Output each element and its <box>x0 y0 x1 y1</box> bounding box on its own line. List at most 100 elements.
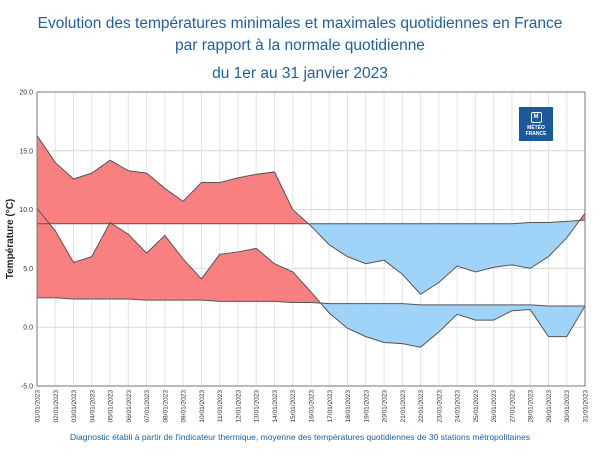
x-tick-label: 13/01/2023 <box>254 390 261 423</box>
data-point <box>292 271 294 273</box>
data-point <box>347 328 349 330</box>
max-fill-segment <box>511 222 531 269</box>
data-point <box>475 304 477 306</box>
data-point <box>219 182 221 184</box>
x-tick-label: 24/01/2023 <box>455 390 462 423</box>
max-fill-segment <box>456 223 476 273</box>
data-point <box>164 223 166 225</box>
data-point <box>91 172 93 174</box>
data-point <box>310 302 312 304</box>
data-point <box>475 271 477 273</box>
x-tick-label: 07/01/2023 <box>144 390 151 423</box>
data-point <box>548 256 550 258</box>
x-tick-label: 05/01/2023 <box>108 390 115 423</box>
data-point <box>182 258 184 260</box>
data-point <box>109 222 111 224</box>
data-point <box>292 223 294 225</box>
data-point <box>365 336 367 338</box>
data-point <box>383 223 385 225</box>
x-tick-label: 15/01/2023 <box>290 390 297 423</box>
data-point <box>164 188 166 190</box>
data-point <box>365 303 367 305</box>
data-point <box>511 310 513 312</box>
data-point <box>347 223 349 225</box>
data-point <box>54 230 56 232</box>
x-tick-label: 10/01/2023 <box>199 390 206 423</box>
data-point <box>128 233 130 235</box>
data-point <box>548 222 550 224</box>
data-point <box>493 304 495 306</box>
data-point <box>420 223 422 225</box>
x-tick-label: 04/01/2023 <box>89 390 96 423</box>
data-point <box>146 172 148 174</box>
data-point <box>383 342 385 344</box>
data-point <box>182 299 184 301</box>
data-point <box>128 170 130 172</box>
min-fill-segment <box>548 305 568 337</box>
x-tick-label: 25/01/2023 <box>473 390 480 423</box>
y-tick-label: 10.0 <box>19 207 33 214</box>
data-point <box>420 304 422 306</box>
data-point <box>73 262 75 264</box>
data-point <box>310 291 312 293</box>
data-point <box>529 268 531 270</box>
data-point <box>493 223 495 225</box>
min-fill-segment <box>237 248 257 302</box>
data-point <box>274 171 276 173</box>
series-line-4 <box>37 297 585 307</box>
x-tick-label: 23/01/2023 <box>436 390 443 423</box>
data-point <box>73 298 75 300</box>
plot-frame <box>36 91 586 387</box>
data-point <box>365 263 367 265</box>
x-tick-label: 03/01/2023 <box>71 390 78 423</box>
x-tick-label: 09/01/2023 <box>181 390 188 423</box>
series-line-1 <box>36 135 586 295</box>
data-point <box>383 303 385 305</box>
data-point <box>365 223 367 225</box>
data-point <box>493 266 495 268</box>
x-tick-label: 22/01/2023 <box>418 390 425 423</box>
min-fill-segment <box>365 303 385 343</box>
max-fill-segment <box>475 223 494 273</box>
max-fill-segment <box>128 170 147 225</box>
data-point <box>402 223 404 225</box>
data-point <box>54 162 56 164</box>
data-point <box>347 303 349 305</box>
data-point <box>529 304 531 306</box>
max-fill-segment <box>493 223 513 268</box>
data-point <box>255 248 257 250</box>
data-point <box>438 331 440 333</box>
data-point <box>274 301 276 303</box>
data-point <box>54 297 56 299</box>
data-point <box>237 177 239 179</box>
data-point <box>328 244 330 246</box>
data-point <box>73 223 75 225</box>
y-axis-label: Température (°C) <box>5 199 16 280</box>
x-tick-label: 31/01/2023 <box>583 390 590 423</box>
data-point <box>91 298 93 300</box>
data-point <box>164 235 166 237</box>
data-point <box>456 313 458 315</box>
min-fill-segment <box>475 304 494 321</box>
max-fill-segment <box>219 177 239 225</box>
x-tick-label: 11/01/2023 <box>217 390 224 422</box>
max-fill-segment <box>73 172 93 225</box>
data-point <box>274 263 276 265</box>
data-point <box>475 223 477 225</box>
chart-title-line-2: par rapport à la normale quotidienne <box>175 37 425 54</box>
data-point <box>328 303 330 305</box>
data-point <box>548 336 550 338</box>
data-point <box>274 223 276 225</box>
data-point <box>328 312 330 314</box>
data-point <box>146 299 148 301</box>
data-point <box>182 223 184 225</box>
series-line-3 <box>36 208 586 348</box>
data-point <box>128 298 130 300</box>
max-fill-segment <box>201 182 220 225</box>
data-point <box>310 225 312 227</box>
data-point <box>201 278 203 280</box>
data-point <box>566 237 568 239</box>
data-point <box>146 223 148 225</box>
min-fill-segment <box>219 251 239 302</box>
data-point <box>292 209 294 211</box>
